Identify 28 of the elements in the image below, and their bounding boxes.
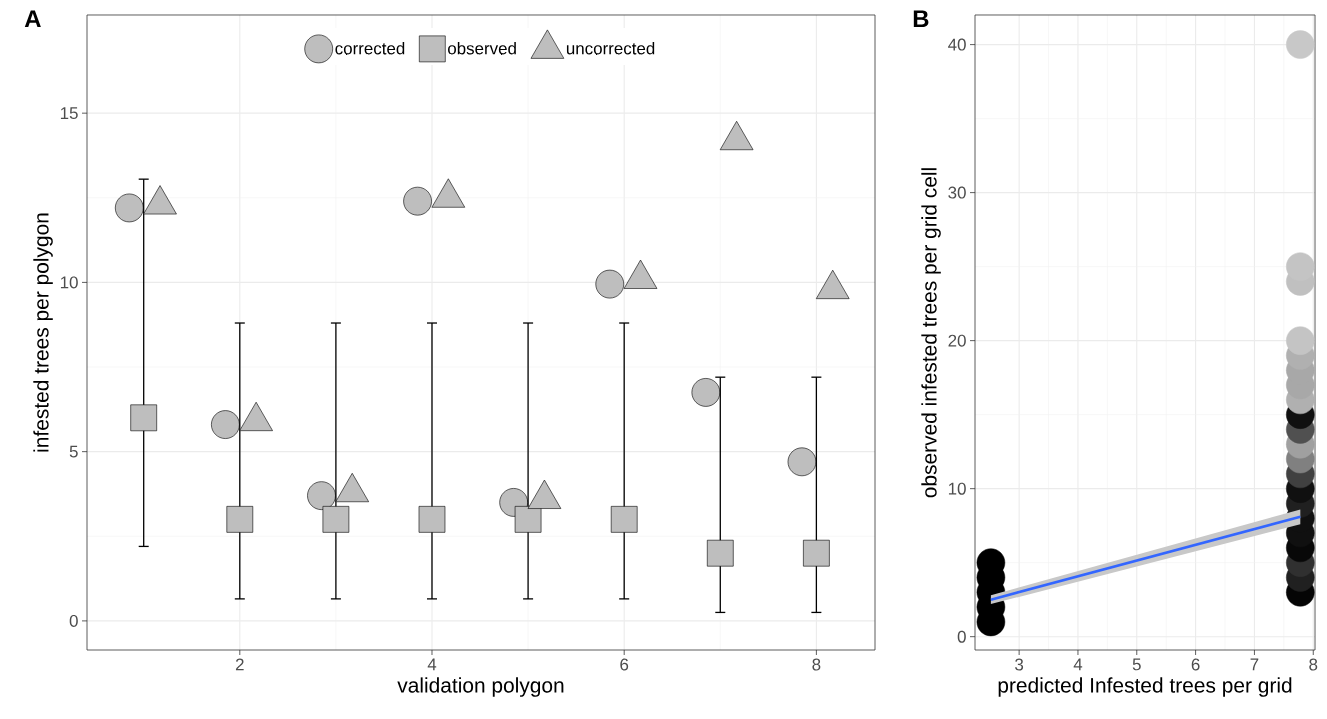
y-tick-label: 0 bbox=[957, 630, 966, 643]
legend-label: observed bbox=[448, 42, 516, 55]
y-tick-label: 10 bbox=[60, 276, 78, 289]
y-tick-label: 0 bbox=[69, 614, 78, 627]
x-axis-title: validation polygon bbox=[397, 677, 564, 697]
y-tick-label: 40 bbox=[948, 38, 966, 51]
x-tick-label: 6 bbox=[1191, 658, 1200, 671]
x-tick-label: 2 bbox=[235, 658, 244, 671]
y-tick-label: 5 bbox=[69, 445, 78, 458]
x-tick-label: 7 bbox=[1250, 658, 1259, 671]
y-tick-label: 30 bbox=[948, 186, 966, 199]
y-tick-label: 15 bbox=[60, 107, 78, 120]
legend-label: corrected bbox=[335, 42, 405, 55]
x-axis-title: predicted Infested trees per grid bbox=[998, 677, 1292, 697]
x-tick-label: 8 bbox=[1309, 658, 1318, 671]
legend-label: uncorrected bbox=[566, 42, 655, 55]
chart-title: A bbox=[24, 10, 41, 27]
y-axis-title: observed infested trees per grid cell bbox=[921, 168, 941, 498]
x-tick-label: 6 bbox=[620, 658, 629, 671]
x-tick-label: 4 bbox=[427, 658, 437, 671]
x-tick-label: 8 bbox=[812, 658, 821, 671]
y-tick-label: 20 bbox=[948, 334, 966, 347]
y-tick-label: 10 bbox=[948, 482, 966, 495]
y-axis-title: infested trees per polygon bbox=[33, 213, 53, 452]
x-tick-label: 4 bbox=[1073, 658, 1083, 671]
x-tick-label: 3 bbox=[1015, 658, 1024, 671]
x-tick-label: 5 bbox=[1132, 658, 1141, 671]
chart-title: B bbox=[913, 10, 929, 27]
